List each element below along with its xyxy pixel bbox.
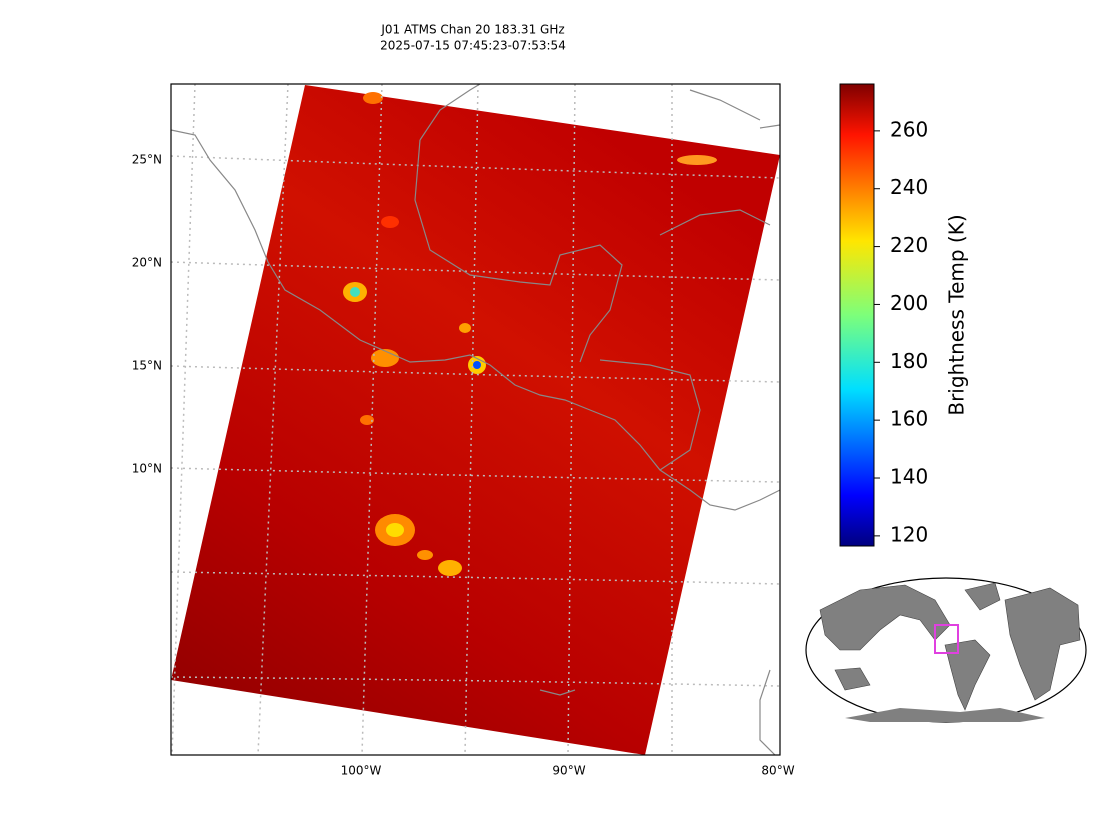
lat-labels: 25°N 20°N 15°N 10°N xyxy=(132,153,162,476)
lon-label: 80°W xyxy=(761,764,794,778)
map-area xyxy=(171,84,780,755)
colorbar-tick-label: 120 xyxy=(890,522,928,546)
lon-label: 100°W xyxy=(341,764,382,778)
colorbar-tick-label: 200 xyxy=(890,291,928,315)
colorbar-label: Brightness Temp (K) xyxy=(945,214,969,415)
colorbar-tick-label: 180 xyxy=(890,349,928,373)
title: J01 ATMS Chan 20 183.31 GHz xyxy=(380,23,564,37)
coastlines xyxy=(171,84,780,755)
lon-labels: 100°W 90°W 80°W xyxy=(341,764,795,778)
lat-label: 15°N xyxy=(132,359,162,373)
colorbar-tick-label: 140 xyxy=(890,465,928,489)
colorbar-tick-label: 220 xyxy=(890,233,928,257)
convection xyxy=(343,92,717,576)
colorbar-tick-label: 260 xyxy=(890,117,928,141)
lat-label: 20°N xyxy=(132,256,162,270)
colorbar-tick-label: 160 xyxy=(890,407,928,431)
swath xyxy=(171,85,780,755)
colorbar xyxy=(839,83,875,547)
lat-label: 25°N xyxy=(132,153,162,167)
map-frame xyxy=(170,83,781,756)
inset-globe xyxy=(805,577,1087,723)
lon-label: 90°W xyxy=(552,764,585,778)
colorbar-tick-label: 240 xyxy=(890,175,928,199)
subtitle: 2025-07-15 07:45:23-07:53:54 xyxy=(380,39,566,53)
graticule xyxy=(171,84,780,755)
colorbar-ticks: 120 140 160 180 200 220 240 260 xyxy=(874,117,928,546)
lat-label: 10°N xyxy=(132,462,162,476)
